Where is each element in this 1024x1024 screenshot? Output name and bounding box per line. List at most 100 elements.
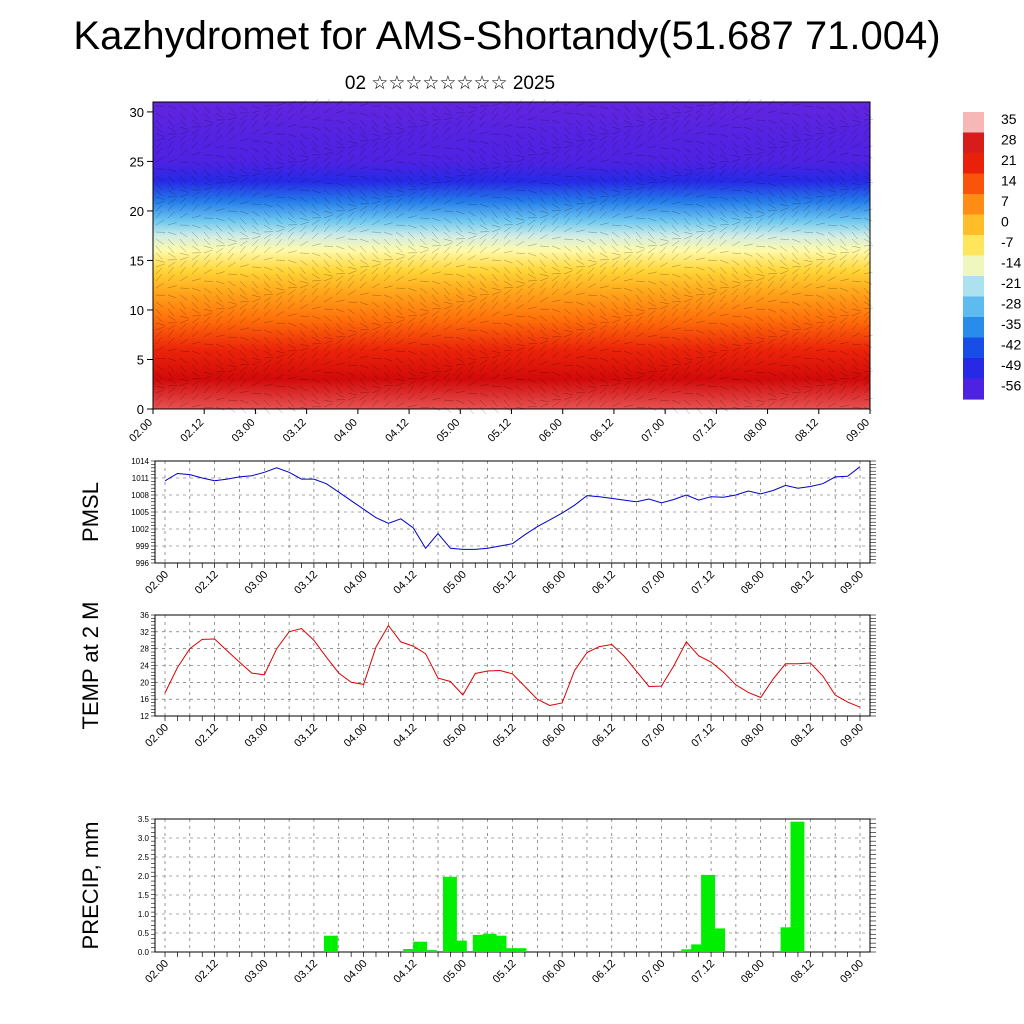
precip-y-tick-label: 3.5 bbox=[138, 815, 150, 824]
colorbar-segment bbox=[963, 378, 984, 400]
precip-bar bbox=[403, 949, 418, 952]
colorbar-segment bbox=[963, 317, 984, 339]
temp-y-tick-label: 20 bbox=[140, 678, 149, 687]
precip-x-tick-label: 08.12 bbox=[789, 958, 817, 986]
colorbar-label: -49 bbox=[1001, 357, 1021, 373]
pmsl-x-tick-label: 04.00 bbox=[342, 569, 370, 597]
precip-x-tick-label: 03.00 bbox=[242, 958, 270, 986]
pmsl-x-tick-label: 05.12 bbox=[491, 569, 519, 597]
colorbar-label: 35 bbox=[1001, 111, 1017, 127]
pmsl-x-tick-label: 06.00 bbox=[540, 569, 568, 597]
heatmap-x-tick-label: 04.12 bbox=[383, 417, 411, 445]
temp-x-tick-label: 05.00 bbox=[441, 722, 469, 750]
heatmap-y-tick-label: 15 bbox=[130, 253, 144, 268]
temp-x-tick-label: 06.12 bbox=[590, 722, 618, 750]
heatmap-x-tick-label: 02.12 bbox=[178, 417, 206, 445]
precip-y-tick-label: 1.0 bbox=[138, 910, 150, 919]
heatmap-y-tick-label: 30 bbox=[130, 105, 144, 120]
pmsl-x-tick-label: 09.00 bbox=[838, 569, 866, 597]
precip-x-tick-label: 03.12 bbox=[292, 958, 320, 986]
temp-x-tick-label: 07.12 bbox=[689, 722, 717, 750]
heatmap-x-tick-label: 06.00 bbox=[537, 417, 565, 445]
pmsl-x-tick-label: 04.12 bbox=[391, 569, 419, 597]
heatmap-x-tick-label: 05.00 bbox=[434, 417, 462, 445]
temp-grid bbox=[155, 615, 870, 716]
pmsl-series-line bbox=[164, 466, 861, 550]
pmsl-x-tick-label: 07.00 bbox=[640, 569, 668, 597]
pmsl-x-tick-label: 03.12 bbox=[292, 569, 320, 597]
temp-x-tick-label: 02.00 bbox=[143, 722, 171, 750]
heatmap-x-tick-label: 09.00 bbox=[844, 417, 872, 445]
precip-y-tick-label: 0.5 bbox=[138, 929, 150, 938]
colorbar-label: -42 bbox=[1001, 337, 1021, 353]
precip-panel: PRECIP, mm 0.0 0.5 1.0 1.5 2.0 2.5 3.0 3.5 02.00 0… bbox=[78, 815, 876, 986]
pmsl-x-tick-label: 02.00 bbox=[143, 569, 171, 597]
colorbar-segment bbox=[963, 153, 984, 175]
temp-panel: TEMP at 2 M 12 16 20 24 28 32 36 02.00 02.12 03.00… bbox=[78, 602, 876, 750]
pmsl-y-axis-label: PMSL bbox=[78, 482, 103, 542]
pmsl-x-tick-label: 05.00 bbox=[441, 569, 469, 597]
temp-x-tick-label: 08.00 bbox=[739, 722, 767, 750]
pmsl-y-tick-label: 999 bbox=[136, 542, 150, 551]
temp-y-axis-label: TEMP at 2 M bbox=[78, 602, 103, 730]
pmsl-y-tick-label: 1002 bbox=[131, 525, 149, 534]
precip-bar bbox=[413, 941, 428, 952]
precip-x-tick-label: 05.00 bbox=[441, 958, 469, 986]
precip-x-tick-label: 09.00 bbox=[838, 958, 866, 986]
chart-title: Kazhydromet for AMS-Shortandy(51.687 71.… bbox=[73, 14, 941, 58]
heatmap-y-tick-label: 0 bbox=[137, 402, 144, 417]
wind-lines bbox=[155, 98, 874, 415]
colorbar-segment bbox=[963, 235, 984, 257]
pmsl-x-tick-label: 07.12 bbox=[689, 569, 717, 597]
precip-bar bbox=[711, 928, 725, 952]
colorbar-segment bbox=[963, 296, 984, 318]
temp-x-tick-label: 06.00 bbox=[540, 722, 568, 750]
precip-bar bbox=[443, 876, 457, 952]
pmsl-y-tick-label: 1011 bbox=[132, 474, 150, 483]
pmsl-x-tick-label: 08.12 bbox=[789, 569, 817, 597]
precip-x-tick-label: 04.12 bbox=[391, 958, 419, 986]
precip-bar bbox=[691, 944, 706, 952]
pmsl-grid bbox=[155, 461, 870, 563]
colorbar-label: -7 bbox=[1001, 234, 1014, 250]
temp-x-tick-label: 05.12 bbox=[491, 722, 519, 750]
colorbar-segment bbox=[963, 255, 984, 277]
precip-x-tick-label: 08.00 bbox=[739, 958, 767, 986]
precip-x-tick-label: 02.12 bbox=[193, 958, 221, 986]
heatmap-y-tick-label: 20 bbox=[130, 204, 144, 219]
temp-y-tick-label: 36 bbox=[140, 611, 149, 620]
colorbar-label: 0 bbox=[1001, 214, 1009, 230]
precip-bar bbox=[502, 948, 517, 952]
colorbar-label: -21 bbox=[1001, 275, 1021, 291]
heatmap-x-tick-label: 07.00 bbox=[639, 417, 667, 445]
heatmap-y-tick-label: 5 bbox=[137, 352, 144, 367]
precip-bar bbox=[681, 949, 696, 952]
temp-y-tick-label: 24 bbox=[140, 662, 149, 671]
temp-x-tick-label: 08.12 bbox=[789, 722, 817, 750]
precip-x-tick-label: 07.00 bbox=[640, 958, 668, 986]
precip-y-axis-label: PRECIP, mm bbox=[78, 822, 103, 950]
pmsl-y-tick-label: 996 bbox=[136, 559, 150, 568]
temp-x-tick-label: 07.00 bbox=[640, 722, 668, 750]
chart-subtitle: 02 ☆☆☆☆☆☆☆☆ 2025 bbox=[344, 73, 556, 94]
colorbar-label: -28 bbox=[1001, 296, 1021, 312]
precip-y-tick-label: 0.0 bbox=[138, 948, 150, 957]
temp-x-tick-label: 04.12 bbox=[391, 722, 419, 750]
pmsl-panel: PMSL 996 999 1002 1005 1008 1011 1014 02.00 02.12… bbox=[78, 457, 876, 597]
colorbar-segment bbox=[963, 132, 984, 154]
temp-x-tick-label: 03.00 bbox=[242, 722, 270, 750]
pmsl-x-tick-label: 03.00 bbox=[242, 569, 270, 597]
temp-x-tick-label: 09.00 bbox=[838, 722, 866, 750]
colorbar-segment bbox=[963, 214, 984, 236]
colorbar-label: -56 bbox=[1001, 378, 1021, 394]
colorbar-label: -14 bbox=[1001, 255, 1021, 271]
precip-y-tick-label: 2.5 bbox=[138, 853, 150, 862]
precip-bar bbox=[423, 950, 437, 952]
colorbar-segment bbox=[963, 112, 984, 134]
temp-y-tick-label: 32 bbox=[140, 628, 149, 637]
colorbar-label: 28 bbox=[1001, 132, 1017, 148]
precip-x-tick-label: 06.00 bbox=[540, 958, 568, 986]
colorbar-label: 14 bbox=[1001, 173, 1017, 189]
temp-x-tick-label: 02.12 bbox=[193, 722, 221, 750]
